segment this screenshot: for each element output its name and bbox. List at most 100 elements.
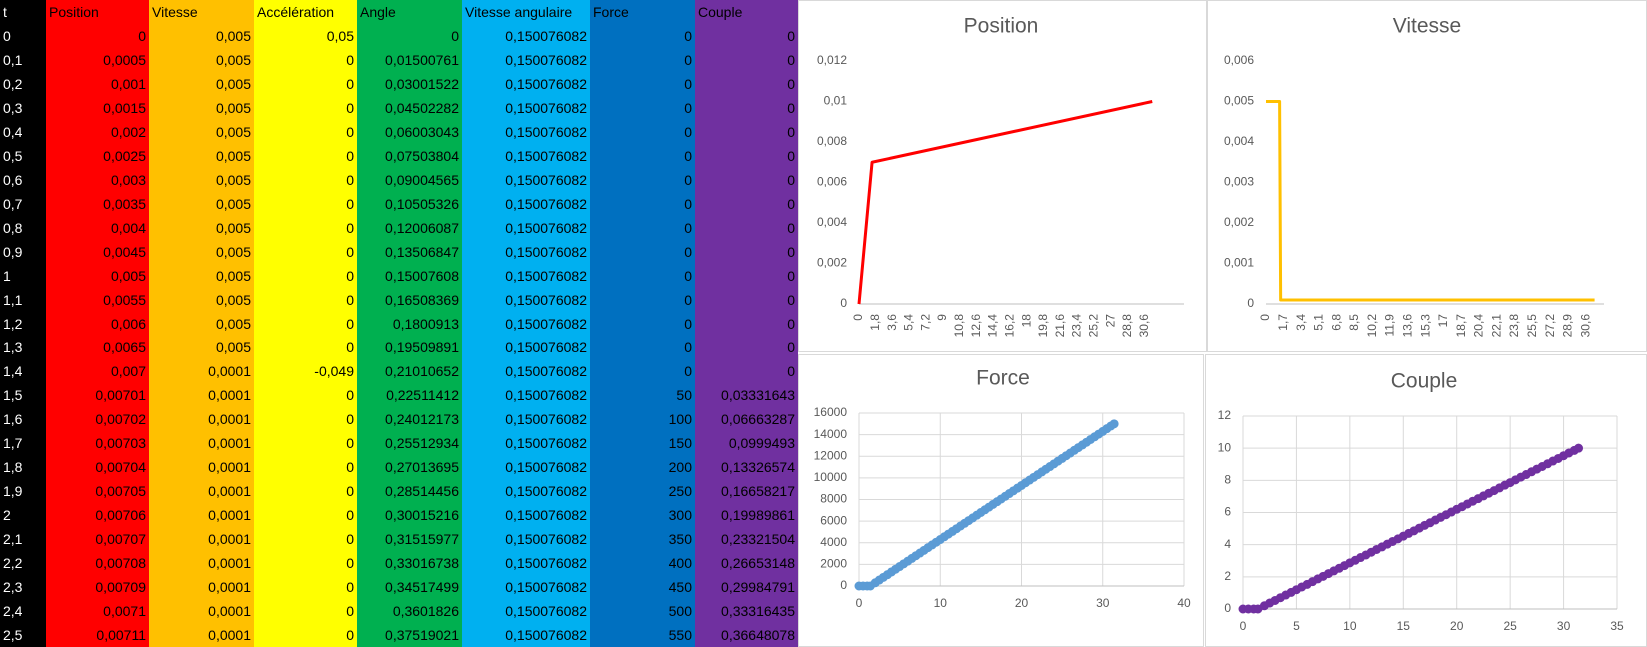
x-tick-label: 21,6 [1053, 314, 1067, 338]
cell: 0,005 [149, 71, 254, 96]
cell: 1,8 [0, 455, 46, 480]
cell: 0,150076082 [462, 527, 590, 552]
cell: 0,12006087 [357, 215, 462, 240]
y-tick-label: 0,006 [1224, 53, 1254, 67]
x-tick-label: 35 [1610, 619, 1624, 633]
cell: 1,7 [0, 431, 46, 456]
cell: 0 [254, 479, 357, 504]
y-tick-label: 8 [1224, 473, 1231, 487]
header-cell: Force [590, 0, 695, 24]
x-tick-label: 15,3 [1418, 314, 1432, 338]
cell: 0,006 [46, 311, 149, 336]
cell: 0,005 [46, 263, 149, 288]
cell: 0,150076082 [462, 431, 590, 456]
x-tick-label: 9 [935, 314, 949, 321]
cell: 0,001 [46, 71, 149, 96]
cell: 0,25512934 [357, 431, 462, 456]
cell: 0,150076082 [462, 503, 590, 528]
cell: 0,0001 [149, 359, 254, 384]
cell: 1,1 [0, 287, 46, 312]
cell: 0,0001 [149, 455, 254, 480]
x-tick-label: 14,4 [986, 314, 1000, 338]
cell: 0,005 [149, 23, 254, 48]
cell: 0,19989861 [695, 503, 798, 528]
cell: 0,37519021 [357, 623, 462, 647]
cell: 0 [254, 119, 357, 144]
cell: 0,34517499 [357, 575, 462, 600]
cell: 0 [254, 263, 357, 288]
cell: 0 [590, 191, 695, 216]
cell: 0,21010652 [357, 359, 462, 384]
x-tick-label: 25 [1503, 619, 1517, 633]
y-tick-label: 0,003 [1224, 175, 1254, 189]
cell: 0,005 [149, 191, 254, 216]
cell: 0,16508369 [357, 287, 462, 312]
x-tick-label: 25,2 [1087, 314, 1101, 338]
cell: 0,150076082 [462, 479, 590, 504]
cell: 100 [590, 407, 695, 432]
y-tick-label: 6 [1224, 505, 1231, 519]
cell: 0 [0, 23, 46, 48]
cell: 0,150076082 [462, 335, 590, 360]
chart-title: Couple [1391, 370, 1458, 393]
cell: 0 [590, 263, 695, 288]
cell: 1,4 [0, 359, 46, 384]
cell: 0,16658217 [695, 479, 798, 504]
cell: 0,06663287 [695, 407, 798, 432]
cell: 2,4 [0, 599, 46, 624]
x-tick-label: 22,1 [1489, 314, 1503, 338]
x-tick-label: 28,9 [1561, 314, 1575, 338]
cell: 0 [695, 311, 798, 336]
cell: 2,1 [0, 527, 46, 552]
cell: 0 [695, 191, 798, 216]
cell: 0,002 [46, 119, 149, 144]
cell: 0,00709 [46, 575, 149, 600]
cell: 0 [254, 71, 357, 96]
header-cell: t [0, 0, 46, 24]
cell: 0,005 [149, 143, 254, 168]
cell: 0,2 [0, 71, 46, 96]
cell: 2,2 [0, 551, 46, 576]
x-tick-label: 28,8 [1120, 314, 1134, 338]
cell: 0 [357, 23, 462, 48]
cell: 0,29984791 [695, 575, 798, 600]
cell: 0,0001 [149, 503, 254, 528]
cell: 0 [254, 623, 357, 647]
cell: 0,00701 [46, 383, 149, 408]
y-tick-label: 4000 [820, 535, 847, 549]
cell: 0,0001 [149, 575, 254, 600]
cell: 0,00704 [46, 455, 149, 480]
x-tick-label: 1,8 [868, 314, 882, 331]
cell: 0,07503804 [357, 143, 462, 168]
cell: 200 [590, 455, 695, 480]
cell: 500 [590, 599, 695, 624]
cell: 0 [695, 23, 798, 48]
cell: 0 [590, 359, 695, 384]
cell: 0,04502282 [357, 95, 462, 120]
cell: 0,19509891 [357, 335, 462, 360]
cell: 0,150076082 [462, 407, 590, 432]
y-tick-label: 0 [840, 578, 847, 592]
x-tick-label: 5,1 [1312, 314, 1326, 331]
x-tick-label: 5,4 [902, 314, 916, 331]
y-tick-label: 0,004 [817, 215, 847, 229]
cell: 0 [695, 263, 798, 288]
cell: 0,0001 [149, 527, 254, 552]
cell: 0,15007608 [357, 263, 462, 288]
y-tick-label: 2 [1224, 569, 1231, 583]
cell: 0,0001 [149, 479, 254, 504]
cell: 0 [590, 71, 695, 96]
cell: 0,007 [46, 359, 149, 384]
cell: 0,004 [46, 215, 149, 240]
x-tick-label: 0 [856, 596, 863, 610]
cell: 0,13326574 [695, 455, 798, 480]
cell: 0,10505326 [357, 191, 462, 216]
cell: 0,150076082 [462, 95, 590, 120]
x-tick-label: 3,4 [1294, 314, 1308, 331]
cell: 0 [590, 167, 695, 192]
cell: 0,150076082 [462, 167, 590, 192]
cell: 0 [254, 239, 357, 264]
cell: 0 [590, 95, 695, 120]
cell: 300 [590, 503, 695, 528]
